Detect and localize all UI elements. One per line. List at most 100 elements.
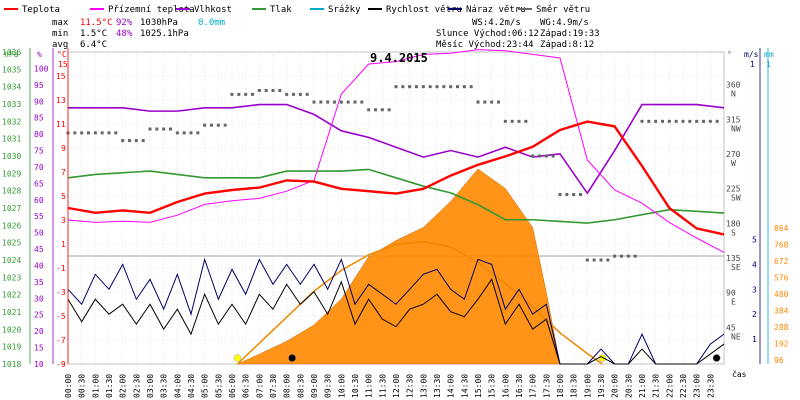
stat-max-hum: 92% <box>116 18 133 28</box>
stat-max-temp: 11.5°C <box>80 18 113 28</box>
axis-hpa-tick: 1031 <box>2 135 21 144</box>
wind-direction-point <box>182 131 186 135</box>
x-tick-label: 18:30 <box>570 374 579 398</box>
x-tick-label: 11:00 <box>365 374 374 398</box>
stat-max-rain: 0.0mm <box>198 18 225 28</box>
wind-direction-point <box>462 85 466 89</box>
axis-rad-tick: 288 <box>774 323 789 332</box>
x-tick-label: 09:00 <box>310 374 319 398</box>
x-tick-label: 10:30 <box>351 374 360 398</box>
wind-direction-point <box>189 131 193 135</box>
axis-pct-tick: 40 <box>34 261 44 270</box>
legend-label-naraz: Náraz větru <box>466 5 526 15</box>
x-tick-label: 21:00 <box>638 374 647 398</box>
stat-min-press: 1025.1hPa <box>140 29 189 39</box>
wind-direction-point <box>121 139 125 143</box>
x-tick-label: 19:30 <box>597 374 606 398</box>
axis-hpa-tick: 1024 <box>2 256 21 265</box>
wind-direction-point <box>278 89 282 93</box>
x-tick-label: 19:00 <box>583 374 592 398</box>
wind-direction-point <box>141 139 145 143</box>
wind-direction-point <box>681 119 685 123</box>
wind-direction-point <box>271 89 275 93</box>
axis-deg-tick: 270 <box>726 150 741 159</box>
wind-direction-point <box>216 123 220 127</box>
wind-direction-point <box>456 85 459 89</box>
wind-direction-point <box>708 119 712 123</box>
wind-direction-point <box>620 254 623 258</box>
radiation-area <box>237 168 561 365</box>
wind-direction-point <box>305 92 309 96</box>
wind-direction-point <box>155 127 159 131</box>
axis-c-tick: -3 <box>56 288 66 297</box>
wind-direction-point <box>613 254 617 258</box>
axis-rad-tick: 864 <box>774 224 789 233</box>
wind-direction-point <box>100 131 104 135</box>
x-tick-label: 16:00 <box>501 374 510 398</box>
axis-deg-tick: 135 <box>726 254 741 263</box>
chart-title: 9.4.2015 <box>370 51 428 65</box>
axis-pct-tick: 90 <box>34 97 44 106</box>
axis-c-tick: 15 <box>56 72 66 81</box>
radiation-series <box>237 168 561 365</box>
x-tick-label: 01:00 <box>91 374 100 398</box>
wind-direction-point <box>606 258 610 262</box>
axis-ms-unit: m/s <box>744 50 759 59</box>
wind-direction-point <box>667 119 671 123</box>
stat-min-hum: 48% <box>116 29 133 39</box>
axis-dir-label: W <box>731 159 736 168</box>
wind-direction-point <box>326 100 330 104</box>
wind-direction-point <box>517 119 521 123</box>
x-tick-label: 09:30 <box>324 374 333 398</box>
axis-pct-tick: 15 <box>34 344 44 353</box>
axis-c-tick: 7 <box>61 168 66 177</box>
wind-direction-point <box>114 131 118 135</box>
wind-direction-point <box>510 119 514 123</box>
wind-direction-point <box>148 127 152 131</box>
x-tick-label: 12:30 <box>406 374 415 398</box>
wind-direction-point <box>312 100 316 104</box>
wind-direction-point <box>558 193 562 197</box>
x-tick-label: 03:00 <box>146 374 155 398</box>
wind-direction-point <box>374 108 377 112</box>
wind-direction-point <box>579 193 582 197</box>
wind-direction-point <box>264 89 268 93</box>
axis-pct-tick: 60 <box>34 196 44 205</box>
x-tick-label: 20:00 <box>611 374 620 398</box>
x-tick-label: 05:00 <box>201 374 210 398</box>
x-tick-label: 11:30 <box>378 374 387 398</box>
x-tick-label: 14:30 <box>460 374 469 398</box>
axis-c-tick: 11 <box>56 120 66 129</box>
wind-direction-point <box>203 123 207 127</box>
axis-hpa-tick: 1022 <box>2 291 21 300</box>
wind-direction-point <box>401 85 405 89</box>
wind-direction-point <box>442 85 446 89</box>
moonrise-marker <box>712 354 721 362</box>
axis-c-tick: -5 <box>56 312 66 321</box>
x-tick-label: 22:00 <box>665 374 674 398</box>
axis-ms-tick: 1 <box>750 60 755 69</box>
x-tick-label: 01:30 <box>105 374 114 398</box>
humidity-line <box>68 103 725 195</box>
info-wg: WG:4.9m/s <box>540 18 589 28</box>
axis-mm-unit: mm <box>764 50 774 59</box>
wind-direction-point <box>339 100 343 104</box>
x-tick-label: 20:30 <box>624 374 633 398</box>
x-tick-label: 13:30 <box>433 374 442 398</box>
stat-avg-label: avg <box>52 40 68 50</box>
axis-hpa-tick: 1021 <box>2 308 21 317</box>
wind-direction-point <box>428 85 432 89</box>
axis-dir-label: SW <box>731 194 741 203</box>
axis-pct-tick: 45 <box>34 245 44 254</box>
wind-direction-point <box>702 119 705 123</box>
axis-c-tick: 15 <box>58 60 68 69</box>
wind-direction-point <box>87 131 90 135</box>
axis-hpa-tick: 1028 <box>2 187 21 196</box>
x-tick-label: 15:30 <box>488 374 497 398</box>
x-tick-label: 00:00 <box>64 374 73 398</box>
axis-hpa-tick: 1036 <box>2 48 21 57</box>
axis-hpa-unit: hPa <box>4 50 19 59</box>
x-tick-label: 21:30 <box>652 374 661 398</box>
axis-deg-tick: 315 <box>726 115 741 124</box>
